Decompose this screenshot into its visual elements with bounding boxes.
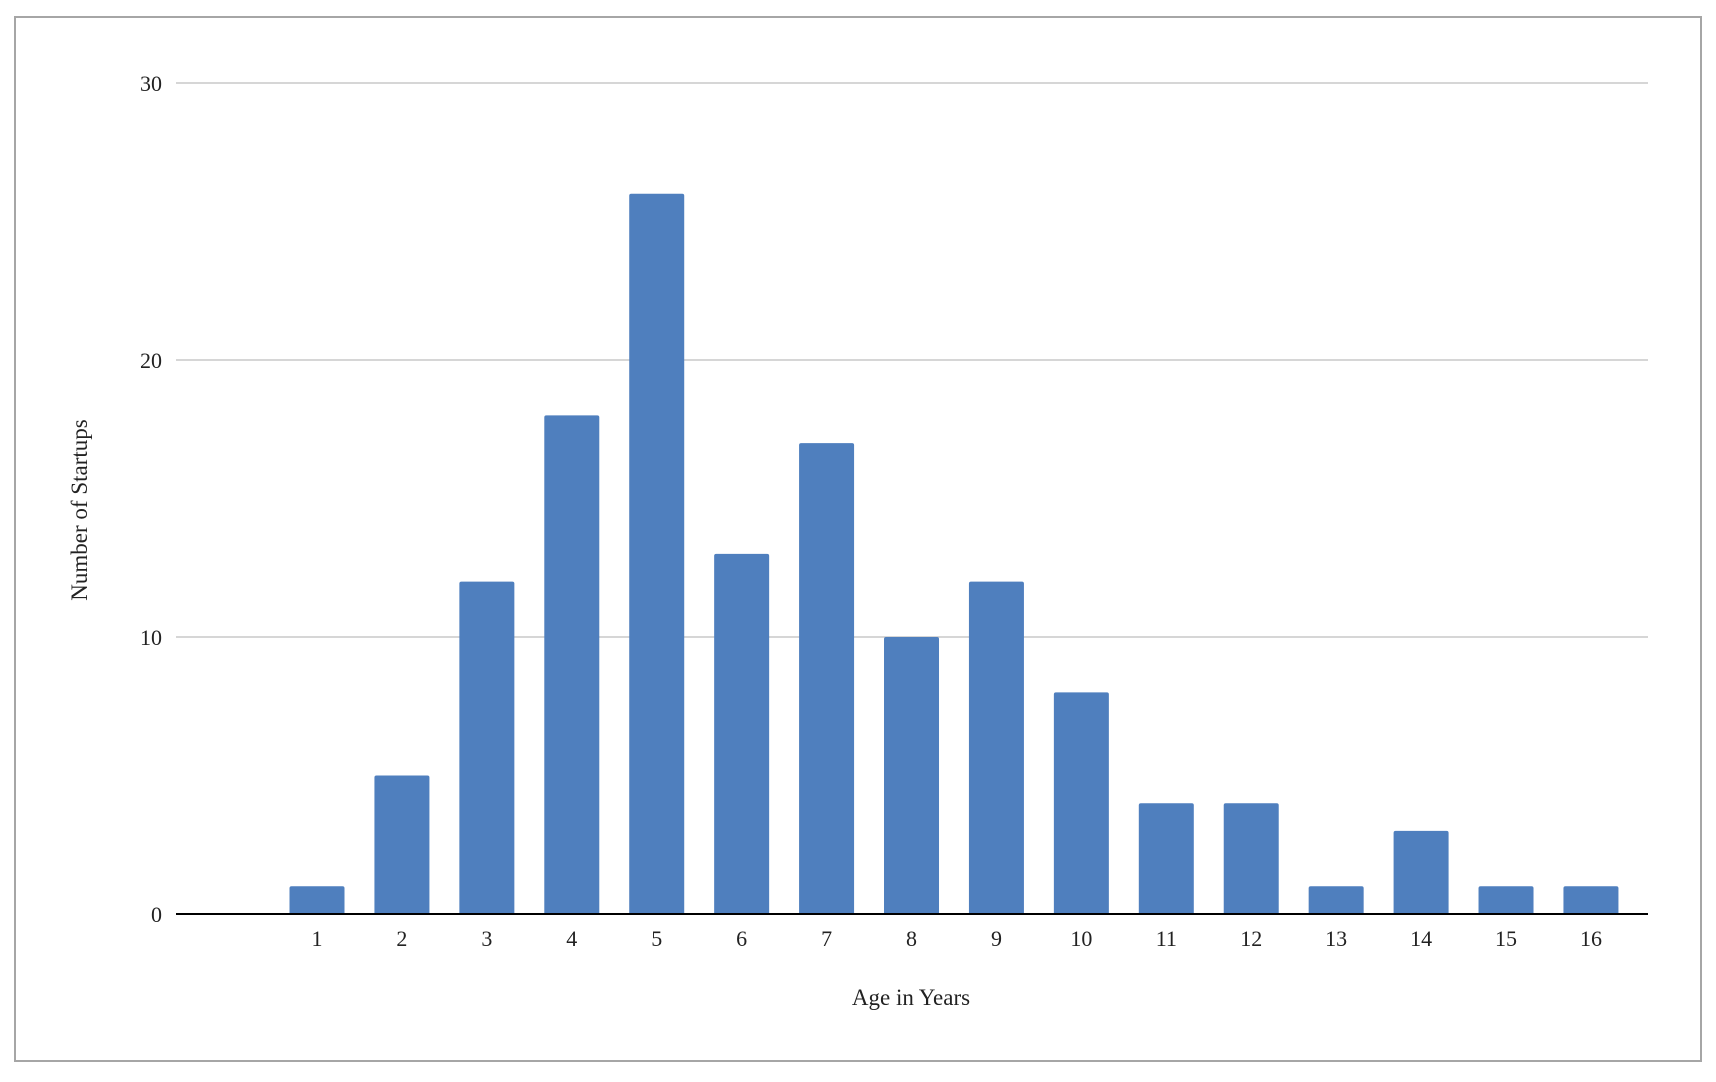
x-tick-label: 15 (1495, 926, 1517, 951)
y-tick-labels: 0 10 20 30 (140, 71, 162, 927)
x-tick-label: 1 (312, 926, 323, 951)
bars (289, 193, 1619, 915)
x-tick-label: 12 (1240, 926, 1262, 951)
x-tick-label: 7 (821, 926, 832, 951)
x-tick-label: 3 (481, 926, 492, 951)
x-tick-label: 8 (906, 926, 917, 951)
bar-12 (1223, 803, 1279, 914)
x-tick-label: 2 (396, 926, 407, 951)
x-tick-label: 11 (1156, 926, 1177, 951)
x-tick-label: 6 (736, 926, 747, 951)
x-tick-label: 4 (566, 926, 577, 951)
x-tick-label: 5 (651, 926, 662, 951)
bar-9 (968, 581, 1024, 914)
y-tick-label: 0 (151, 902, 162, 927)
x-tick-labels: 1 2 3 4 5 6 7 8 9 10 11 12 13 14 15 16 (312, 926, 1602, 951)
y-tick-label: 10 (140, 625, 162, 650)
x-tick-label: 9 (991, 926, 1002, 951)
x-tick-label: 10 (1070, 926, 1092, 951)
bar-1 (289, 886, 345, 914)
bar-8 (884, 637, 940, 914)
y-axis-title: Number of Startups (67, 419, 92, 600)
bar-3 (459, 581, 515, 914)
x-tick-label: 16 (1580, 926, 1602, 951)
gridlines (176, 82, 1648, 638)
y-tick-label: 30 (140, 71, 162, 96)
bar-13 (1308, 886, 1364, 914)
bar-14 (1393, 830, 1449, 914)
bar-16 (1563, 886, 1619, 914)
bar-6 (714, 553, 770, 914)
x-tick-label: 13 (1325, 926, 1347, 951)
bar-11 (1138, 803, 1194, 914)
bar-4 (544, 415, 600, 914)
bar-10 (1053, 692, 1109, 914)
bar-15 (1478, 886, 1534, 914)
y-tick-label: 20 (140, 348, 162, 373)
x-axis-title: Age in Years (852, 985, 970, 1010)
bar-7 (799, 443, 855, 914)
bar-5 (629, 193, 685, 915)
x-tick-label: 14 (1410, 926, 1432, 951)
bar-2 (374, 775, 430, 914)
